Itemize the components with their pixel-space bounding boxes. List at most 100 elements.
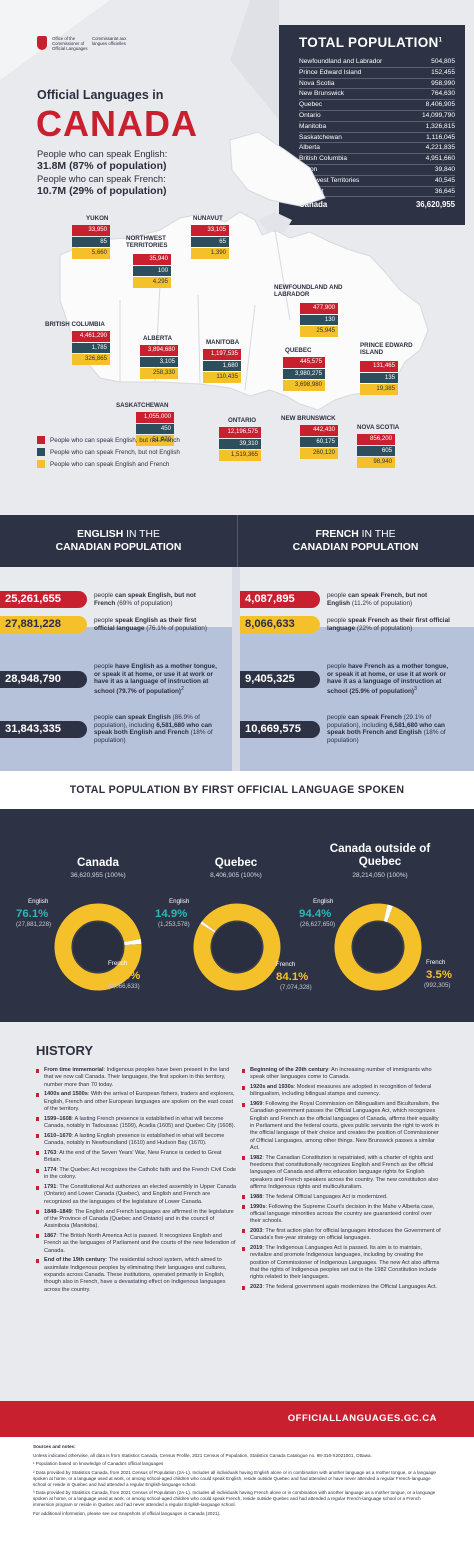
province-label-nwt: NORTHWEST TERRITORIES (126, 235, 168, 249)
total-population-title: TOTAL POPULATION1 (299, 35, 443, 50)
nunavut-english-only: 33,105 (191, 225, 229, 236)
manitoba-english-only: 1,197,535 (203, 349, 241, 360)
province-values-alberta: 3,894,680 3,105 258,330 (140, 345, 178, 380)
fol-chart-3-sub: 28,214,050 (100%) (352, 872, 408, 879)
legend-english-only: People who can speak English, but not Fr… (37, 434, 180, 446)
row-value: 4,221,835 (425, 144, 455, 152)
row-value: 764,630 (431, 90, 455, 98)
total-population-row: Northwest Territories 40,545 (299, 176, 455, 187)
nb-french-only: 60,175 (300, 436, 338, 447)
donut-2-english-slice (201, 903, 238, 932)
fol-chart-1-sub: 36,620,955 (100%) (70, 872, 126, 879)
english-speakers-summary: People who can speak English: 31.8M (87%… (37, 148, 257, 172)
fol-chart-3-french-label: French (426, 959, 446, 966)
row-value: 36,645 (434, 187, 455, 195)
french-stat-4-text: people can speak French (29.1% of popula… (327, 714, 446, 744)
donut-3-french-slice (377, 903, 388, 922)
total-population-row: Quebec 8,406,905 (299, 100, 455, 111)
province-label-manitoba: MANITOBA (206, 339, 240, 346)
bc-both: 326,865 (72, 354, 110, 365)
english-stat-1-number: 25,261,655 (0, 591, 87, 608)
note-3: ³ Data provided by Statistics Canada, fr… (33, 1490, 436, 1507)
row-value: 39,840 (434, 165, 455, 173)
fol-chart-1-french-pct: 22.0% (108, 970, 141, 982)
province-values-nunavut: 33,105 65 1,390 (191, 225, 229, 260)
province-values-nwt: 35,940 100 4,295 (133, 254, 171, 289)
nl-french-only: 130 (300, 314, 338, 325)
quebec-both: 3,698,980 (283, 380, 325, 391)
note-2: ² Data provided by Statistics Canada, fr… (33, 1469, 436, 1487)
total-population-row: Alberta 4,221,835 (299, 143, 455, 155)
english-stat-1-text: people can speak English, but not French… (94, 591, 196, 607)
pei-both: 19,385 (360, 384, 398, 395)
alberta-english-only: 3,894,680 (140, 345, 178, 356)
fol-section-title: TOTAL POPULATION BY FIRST OFFICIAL LANGU… (0, 771, 474, 809)
row-name: Northwest Territories (299, 176, 360, 184)
donut-chart-3 (334, 903, 422, 991)
fol-chart-3-english-label: English (313, 898, 334, 905)
manitoba-french-only: 1,680 (203, 360, 241, 371)
english-speakers-value: 31.8M (87% of population) (37, 160, 167, 172)
logo-text-fr: Commissariat aux langues officielles (92, 36, 127, 46)
history-item: 1982: The Canadian Constitution is repat… (242, 1155, 442, 1191)
history-item: 1867: The British North America Act is p… (36, 1233, 236, 1255)
english-section-title: ENGLISH IN THE CANADIAN POPULATION (55, 529, 182, 553)
province-label-alberta: ALBERTA (143, 335, 173, 342)
row-name: Nova Scotia (299, 79, 335, 87)
logo-text-en: Office of the Commissioner of Official L… (52, 36, 88, 51)
history-item: 1599–1608: A lasting French presence is … (36, 1116, 236, 1131)
donut-2-french-slice (193, 903, 281, 991)
quebec-english-only: 445,575 (283, 357, 325, 368)
donut-chart-1 (54, 903, 142, 991)
ns-english-only: 856,200 (357, 434, 395, 445)
legend-both: People who can speak English and French (37, 458, 180, 470)
yukon-both: 5,660 (72, 248, 110, 259)
province-label-nl: NEWFOUNDLAND AND LABRADOR (274, 284, 343, 298)
row-value: 40,545 (434, 176, 455, 184)
province-label-pei: PRINCE EDWARD ISLAND (360, 342, 413, 356)
footer-url-link[interactable]: OFFICIALLANGUAGES.GC.CA (287, 1413, 437, 1424)
province-values-yukon: 33,950 85 5,660 (72, 225, 110, 260)
row-value: 958,990 (431, 79, 455, 87)
french-stat-2-text: people speak French as their first offic… (327, 616, 450, 632)
province-values-manitoba: 1,197,535 1,680 110,435 (203, 349, 241, 384)
fol-chart-1-french-label: French (108, 960, 128, 967)
province-values-pei: 131,465 135 19,385 (360, 361, 398, 396)
history-item: 1988: The federal Official Languages Act… (242, 1194, 442, 1201)
french-stat-1-number: 4,087,895 (240, 591, 320, 608)
note-0: Unless indicated otherwise, all data is … (33, 1452, 372, 1458)
row-value: 4,951,660 (425, 155, 455, 163)
nwt-both: 4,295 (133, 277, 171, 288)
bc-english-only: 4,461,290 (72, 331, 110, 342)
history-item: 1969: Following the Royal Commission on … (242, 1101, 442, 1152)
french-speakers-value: 10.7M (29% of population) (37, 185, 167, 197)
manitoba-both: 110,435 (203, 372, 241, 383)
donut-3-english-slice (334, 903, 422, 991)
province-label-ontario: ONTARIO (228, 417, 257, 424)
fol-section: Canada 36,620,955 (100%) Quebec 8,406,90… (0, 809, 474, 1022)
history-item: 1791: The Constitutional Act authorizes … (36, 1184, 236, 1206)
total-population-row: Manitoba 1,326,815 (299, 122, 455, 133)
history-item: Beginning of the 20th century: An increa… (242, 1067, 442, 1082)
note-1: ¹ Population based on knowledge of Canad… (33, 1461, 164, 1466)
donut-1-other-slice (124, 938, 142, 946)
english-stat-2: 27,881,228 people speak English as their… (0, 616, 218, 633)
history-item: 1610–1670: A lasting English presence is… (36, 1133, 236, 1148)
fol-chart-1-english-count: (27,881,228) (16, 921, 52, 928)
history-section: HISTORY From time immemorial: Indigenous… (0, 1022, 474, 1401)
nb-both: 260,120 (300, 448, 338, 459)
total-population-row: Saskatchewan 1,116,045 (299, 133, 455, 144)
donut-2-other-slice (200, 921, 216, 933)
history-title: HISTORY (36, 1043, 94, 1058)
english-stat-3-number: 28,948,790 (0, 670, 87, 688)
note-4: For additional information, please see o… (33, 1510, 221, 1516)
language-section-separator (232, 567, 240, 771)
french-stat-4: 10,669,575 people can speak French (29.1… (240, 714, 451, 744)
donut-3-hole (352, 921, 404, 973)
fol-chart-2-french-label: French (276, 961, 296, 968)
history-item: 1990s: Following the Supreme Court's dec… (242, 1204, 442, 1226)
fol-chart-1-english-label: English (28, 898, 49, 905)
ns-french-only: 605 (357, 445, 395, 456)
header-section: Office of the Commissioner of Official L… (0, 0, 474, 515)
history-right-column: Beginning of the 20th century: An increa… (242, 1067, 442, 1294)
